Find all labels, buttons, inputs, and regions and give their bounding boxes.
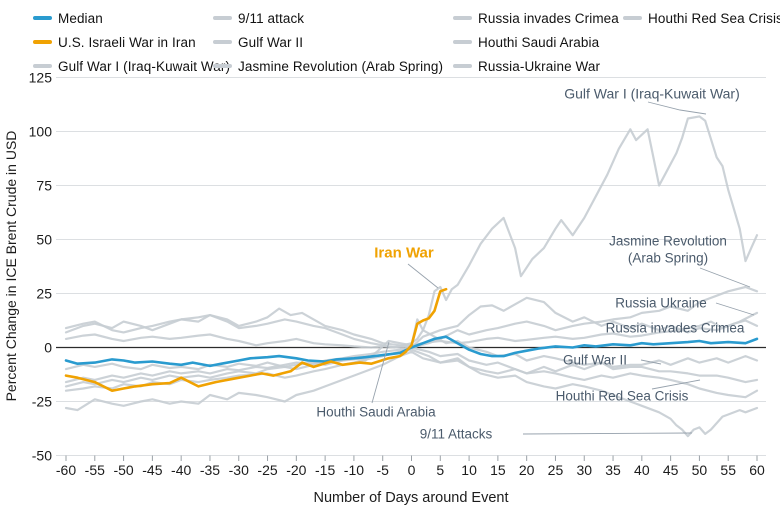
series-nine_eleven-line: [64, 350, 759, 438]
y-tick-label: 100: [29, 124, 53, 140]
annotation-leader-houthi_red_sea: [651, 379, 701, 390]
x-tick-label: -60: [56, 462, 76, 478]
legend-swatch: [453, 16, 472, 20]
legend-item: Gulf War I (Iraq-Kuwait War): [33, 54, 230, 78]
x-tick-label: -30: [229, 462, 249, 478]
series-median-line: [64, 335, 759, 368]
legend-label: U.S. Israeli War in Iran: [58, 34, 196, 50]
annotation-label-jasmine: Jasmine Revolution (Arab Spring): [609, 234, 727, 266]
legend-column-3: Houthi Red Sea Crisis: [623, 6, 780, 30]
x-tick-label: -25: [257, 462, 277, 478]
y-tick-label: -50: [32, 448, 52, 464]
y-tick-label: -25: [32, 394, 52, 410]
x-tick-label: -20: [286, 462, 306, 478]
annotation-leader-iran_war: [407, 263, 439, 289]
x-tick-label: -40: [171, 462, 191, 478]
legend-swatch: [213, 64, 232, 68]
x-tick-label: 25: [548, 462, 564, 478]
series-iran-line: [64, 287, 448, 393]
legend-swatch: [33, 64, 52, 68]
x-tick-label: -45: [142, 462, 162, 478]
annotation-label-russia_ukraine: Russia Ukraine: [615, 296, 707, 311]
annotation-label-iran_war: Iran War: [374, 245, 434, 262]
annotation-label-russia_crimea: Russia invades Crimea: [606, 321, 745, 336]
legend-item: Russia invades Crimea: [453, 6, 619, 30]
legend-swatch: [623, 16, 642, 20]
legend-label: Gulf War I (Iraq-Kuwait War): [58, 58, 231, 74]
x-tick-label: 15: [490, 462, 506, 478]
y-tick-label: 75: [36, 178, 52, 194]
legend-label: Houthi Saudi Arabia: [478, 34, 600, 50]
legend-swatch: [213, 16, 232, 20]
annotation-label-gulf_war_1: Gulf War I (Iraq-Kuwait War): [564, 86, 740, 102]
x-tick-label: 50: [692, 462, 708, 478]
legend-label: Gulf War II: [238, 34, 304, 50]
annotation-label-houthi_saudi: Houthi Saudi Arabia: [316, 405, 436, 420]
annotation-label-houthi_red_sea: Houthi Red Sea Crisis: [556, 389, 689, 404]
x-tick-label: 10: [461, 462, 477, 478]
y-axis-title: Percent Change in ICE Brent Crude in USD: [3, 131, 19, 402]
x-tick-label: 30: [576, 462, 592, 478]
legend-label: Russia-Ukraine War: [478, 58, 601, 74]
y-tick-label: 125: [29, 70, 53, 86]
legend-swatch: [213, 40, 232, 44]
annotation-leader-jasmine: [699, 267, 751, 288]
legend-item: 9/11 attack: [213, 6, 443, 30]
series-houthi_red_sea-line: [64, 307, 759, 399]
legend-label: Jasmine Revolution (Arab Spring): [238, 58, 444, 74]
legend-label: Houthi Red Sea Crisis: [648, 10, 780, 26]
legend-item: Russia-Ukraine War: [453, 54, 619, 78]
x-tick-label: 60: [749, 462, 765, 478]
legend-swatch: [33, 16, 52, 20]
annotation-leader-russia_ukraine: [715, 302, 755, 316]
annotation-leader-gulf_war_1: [647, 101, 707, 115]
legend-label: 9/11 attack: [238, 10, 305, 26]
legend-swatch: [453, 40, 472, 44]
grid-layer: [56, 76, 766, 457]
legend-item: Houthi Red Sea Crisis: [623, 6, 780, 30]
y-tick-label: 0: [44, 340, 52, 356]
x-tick-label: 20: [519, 462, 535, 478]
legend-item: Median: [33, 6, 230, 30]
x-tick-label: 40: [634, 462, 650, 478]
legend-item: Gulf War II: [213, 30, 443, 54]
x-tick-label: 35: [605, 462, 621, 478]
x-tick-label: 5: [436, 462, 444, 478]
annotation-layer: Gulf War I (Iraq-Kuwait War) Jasmine Revo…: [316, 86, 755, 442]
annotation-leader-gulf_war_2: [640, 359, 662, 365]
legend-item: Jasmine Revolution (Arab Spring): [213, 54, 443, 78]
series-gulf_war_2-line: [64, 348, 759, 375]
x-axis-title: Number of Days around Event: [313, 490, 508, 506]
x-tick-label: 55: [720, 462, 736, 478]
x-tick-label: 45: [663, 462, 679, 478]
legend-item: U.S. Israeli War in Iran: [33, 30, 230, 54]
y-tick-label: 50: [36, 232, 52, 248]
series-gulf_war_1-line: [64, 115, 759, 349]
legend-column-2: Russia invades Crimea Houthi Saudi Arabia…: [453, 6, 619, 78]
series-layer: [64, 115, 759, 438]
legend-column-0: Median U.S. Israeli War in Iran Gulf War I…: [33, 6, 230, 78]
annotation-label-nine_eleven: 9/11 Attacks: [420, 427, 493, 442]
legend: Median U.S. Israeli War in Iran Gulf War I…: [0, 6, 780, 78]
annotation-leader-houthi_saudi: [371, 341, 390, 404]
legend-label: Median: [58, 10, 103, 26]
legend-column-1: 9/11 attack Gulf War II Jasmine Revolution…: [213, 6, 443, 78]
y-tick-label: 25: [36, 286, 52, 302]
x-tick-label: -55: [85, 462, 105, 478]
legend-item: Houthi Saudi Arabia: [453, 30, 619, 54]
x-tick-label: -50: [113, 462, 133, 478]
x-tick-label: -35: [200, 462, 220, 478]
annotation-label-gulf_war_2: Gulf War II: [563, 353, 627, 368]
x-tick-label: -10: [344, 462, 364, 478]
x-tick-label: -15: [315, 462, 335, 478]
annotation-leader-nine_eleven: [522, 432, 693, 435]
legend-swatch: [33, 40, 52, 44]
x-tick-label: -5: [376, 462, 389, 478]
x-tick-label: 0: [408, 462, 416, 478]
legend-swatch: [453, 64, 472, 68]
legend-label: Russia invades Crimea: [478, 10, 619, 26]
